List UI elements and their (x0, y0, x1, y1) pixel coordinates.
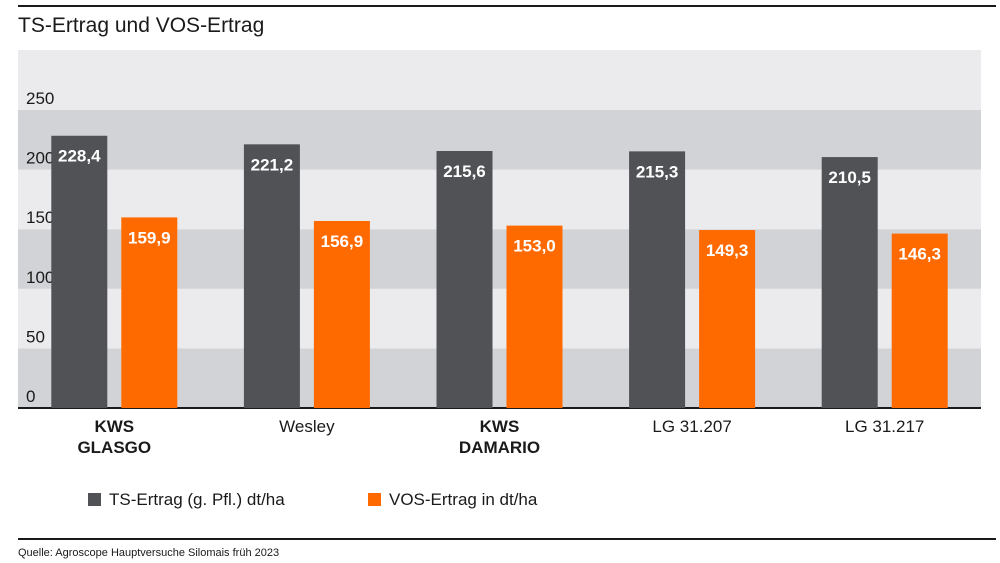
y-tick-label: 100 (26, 268, 54, 287)
bar-value-label: 149,3 (706, 241, 749, 260)
bottom-rule (18, 538, 996, 540)
plot-band (18, 229, 981, 289)
x-category-label: DAMARIO (459, 438, 540, 457)
ts-bar (629, 151, 686, 408)
plot-band (18, 110, 981, 170)
legend-swatch-vos (368, 493, 381, 506)
bar-value-label: 215,6 (443, 162, 486, 181)
bar-value-label: 215,3 (636, 162, 679, 181)
bar-chart: 0 50 100 150 200 250 228,4 159,9 KWS GLASGO 221,2 1… (18, 50, 981, 509)
bar-value-label: 146,3 (898, 245, 941, 264)
bar-value-label: 153,0 (513, 237, 556, 256)
x-category-label: KWS (94, 417, 134, 436)
bar-value-label: 221,2 (251, 155, 294, 174)
plot-band (18, 288, 981, 349)
vos-bar (699, 230, 756, 408)
x-category-label: LG 31.207 (652, 417, 731, 436)
plot-band (18, 50, 981, 110)
y-tick-label: 0 (26, 387, 35, 406)
chart-title: TS-Ertrag und VOS-Ertrag (18, 14, 265, 37)
bar-value-label: 210,5 (828, 168, 871, 187)
bar-value-label: 228,4 (58, 147, 101, 166)
legend-swatch-ts (88, 493, 101, 506)
vos-bar (891, 233, 948, 408)
x-category-label: LG 31.217 (845, 417, 924, 436)
vos-bar (506, 225, 563, 408)
y-tick-label: 150 (26, 208, 54, 227)
legend-label: VOS-Ertrag in dt/ha (389, 490, 538, 509)
top-rule (18, 5, 996, 7)
plot-band (18, 348, 981, 408)
legend-label: TS-Ertrag (g. Pfl.) dt/ha (109, 490, 285, 509)
vos-bar (121, 217, 178, 408)
ts-bar (436, 151, 493, 408)
y-tick-label: 50 (26, 327, 45, 346)
bar-value-label: 159,9 (128, 228, 171, 247)
ts-bar (51, 135, 108, 408)
ts-bar (243, 144, 300, 409)
source-note: Quelle: Agroscope Hauptversuche Silomais… (18, 547, 280, 559)
vos-bar (313, 220, 370, 408)
y-tick-label: 200 (26, 149, 54, 168)
x-category-label: KWS (480, 417, 520, 436)
plot-band (18, 169, 981, 230)
bar-value-label: 156,9 (321, 232, 364, 251)
x-category-label: Wesley (279, 417, 335, 436)
y-tick-label: 250 (26, 89, 54, 108)
ts-bar (821, 157, 878, 408)
x-category-label: GLASGO (77, 438, 151, 457)
